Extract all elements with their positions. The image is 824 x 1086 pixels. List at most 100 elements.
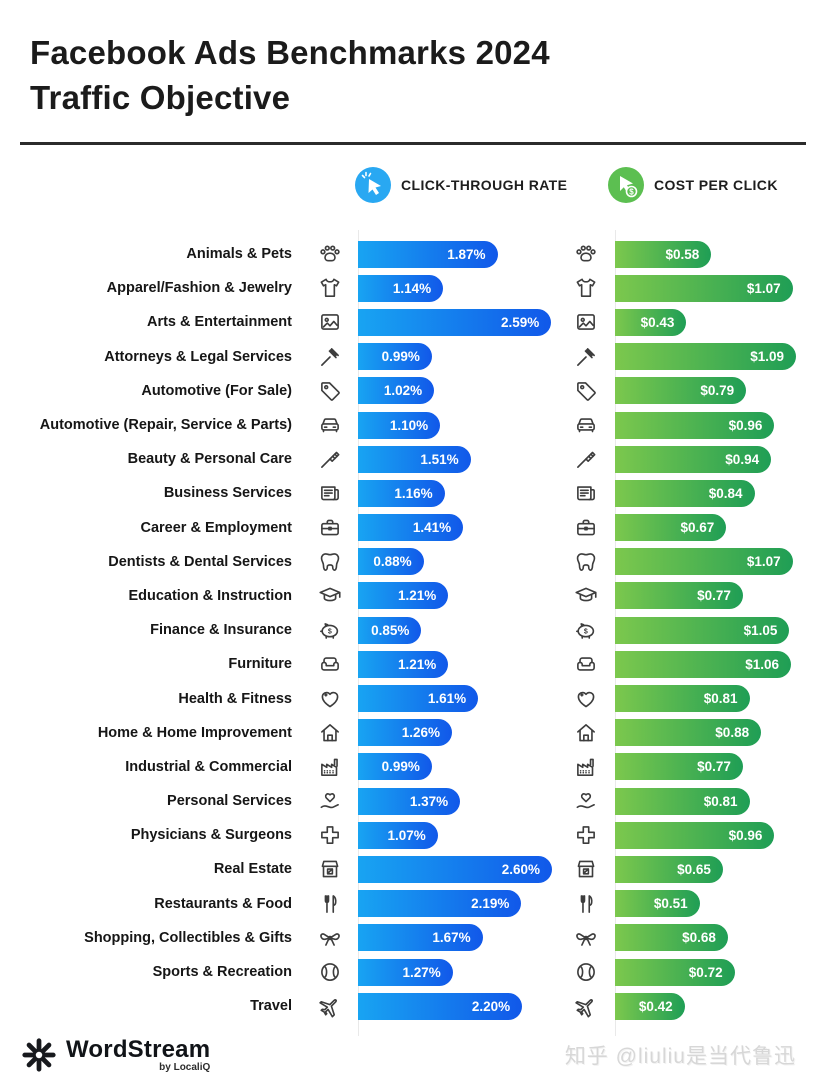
bow-icon [317, 925, 343, 951]
tooth-icon [317, 549, 343, 575]
tshirt-icon [573, 275, 599, 301]
briefcase-icon [317, 515, 343, 541]
house-icon [317, 720, 343, 746]
ctr-value: 2.19% [471, 896, 510, 912]
cpc-bar: $0.79 [615, 377, 747, 405]
industry-label: Industrial & Commercial [125, 758, 292, 775]
gavel-icon [573, 344, 599, 370]
industry-row: Shopping, Collectibles & Gifts 1.67% $0.… [0, 921, 824, 955]
airplane-icon [573, 993, 599, 1019]
cpc-bar: $0.81 [615, 685, 750, 713]
cpc-value: $0.43 [640, 314, 675, 330]
industry-label: Attorneys & Legal Services [104, 348, 292, 365]
cpc-bar: $0.84 [615, 479, 755, 507]
industry-label: Travel [250, 998, 292, 1015]
ctr-value: 1.51% [420, 451, 459, 467]
ctr-bar: 1.10% [358, 411, 441, 439]
industry-row: Animals & Pets 1.87% $0.58 [0, 237, 824, 271]
ctr-bar: 1.41% [358, 514, 464, 542]
cursor-dollar-icon [608, 167, 644, 203]
industry-row: Real Estate 2.60% $0.65 [0, 852, 824, 886]
cpc-value: $0.51 [653, 896, 688, 912]
storefront-icon [317, 856, 343, 882]
ctr-value: 0.85% [371, 622, 410, 638]
brush-icon [317, 446, 343, 472]
bow-icon [573, 925, 599, 951]
picture-icon [573, 309, 599, 335]
chart-rows: Animals & Pets 1.87% $0.58 Apparel/Fashi… [0, 237, 824, 1023]
heart-icon [573, 686, 599, 712]
industry-label: Shopping, Collectibles & Gifts [84, 929, 292, 946]
cpc-bar: $0.67 [615, 514, 727, 542]
industry-label: Career & Employment [140, 519, 293, 536]
ctr-value: 1.14% [392, 280, 432, 296]
wordstream-star-icon [22, 1038, 56, 1072]
industry-label: Automotive (For Sale) [141, 382, 292, 399]
cpc-value: $0.42 [638, 998, 673, 1014]
car-icon [317, 412, 343, 438]
ctr-bar: 1.61% [358, 685, 479, 713]
industry-row: Travel 2.20% $0.42 [0, 989, 824, 1023]
cpc-value: $0.88 [715, 725, 750, 741]
cpc-value: $1.07 [746, 280, 781, 296]
industry-row: Physicians & Surgeons 1.07% $0.96 [0, 818, 824, 852]
legend-cpc: COST PER CLICK [608, 167, 778, 203]
picture-icon [317, 309, 343, 335]
sofa-icon [317, 651, 343, 677]
ctr-bar: 1.16% [358, 479, 445, 507]
industry-row: Automotive (For Sale) 1.02% $0.79 [0, 374, 824, 408]
newspaper-icon [573, 480, 599, 506]
industry-label: Real Estate [213, 861, 292, 878]
ctr-value: 1.37% [409, 793, 449, 809]
ctr-value: 0.99% [381, 759, 420, 775]
watermark-text: 知乎 @liuliu是当代鲁迅 [564, 1045, 796, 1068]
piggy-bank-icon [573, 617, 599, 643]
page-title: Facebook Ads Benchmarks 2024 Traffic Obj… [30, 30, 550, 120]
industry-row: Dentists & Dental Services 0.88% $1.07 [0, 545, 824, 579]
cutlery-icon [573, 891, 599, 917]
paw-icon [317, 241, 343, 267]
industry-row: Sports & Recreation 1.27% $0.72 [0, 955, 824, 989]
industry-label: Animals & Pets [186, 246, 292, 263]
ctr-value: 1.10% [389, 417, 429, 433]
industry-label: Education & Instruction [128, 587, 292, 604]
industry-row: Finance & Insurance 0.85% $1.05 [0, 613, 824, 647]
storefront-icon [573, 856, 599, 882]
paw-icon [573, 241, 599, 267]
cpc-value: $0.84 [708, 485, 743, 501]
ctr-bar: 1.37% [358, 787, 461, 815]
ctr-value: 1.21% [398, 588, 437, 604]
industry-label: Sports & Recreation [152, 964, 292, 981]
ctr-bar: 1.21% [358, 582, 449, 610]
factory-icon [317, 754, 343, 780]
industry-row: Industrial & Commercial 0.99% $0.77 [0, 750, 824, 784]
cpc-bar: $0.65 [615, 855, 723, 883]
cpc-bar: $0.77 [615, 753, 743, 781]
cpc-value: $0.72 [688, 964, 723, 980]
cpc-bar: $0.43 [615, 308, 687, 336]
industry-row: Furniture 1.21% $1.06 [0, 647, 824, 681]
ctr-bar: 1.26% [358, 719, 452, 747]
industry-label: Health & Fitness [178, 690, 292, 707]
cpc-value: $1.09 [750, 349, 784, 365]
ctr-bar: 2.59% [358, 308, 552, 336]
industry-label: Apparel/Fashion & Jewelry [106, 280, 292, 297]
industry-label: Physicians & Surgeons [130, 827, 292, 844]
industry-label: Home & Home Improvement [97, 724, 292, 741]
cpc-value: $0.77 [697, 588, 731, 604]
briefcase-icon [573, 515, 599, 541]
medical-cross-icon [317, 822, 343, 848]
ctr-bar: 1.21% [358, 650, 449, 678]
cpc-bar: $1.07 [615, 274, 793, 302]
tshirt-icon [317, 275, 343, 301]
ctr-value: 1.26% [401, 725, 440, 741]
cpc-bar: $0.77 [615, 582, 743, 610]
cpc-value: $0.58 [665, 246, 700, 262]
airplane-icon [317, 993, 343, 1019]
cutlery-icon [317, 891, 343, 917]
ctr-bar: 2.19% [358, 890, 522, 918]
price-tag-icon [573, 378, 599, 404]
car-icon [573, 412, 599, 438]
cpc-bar: $0.81 [615, 787, 750, 815]
cpc-bar: $1.06 [615, 650, 791, 678]
